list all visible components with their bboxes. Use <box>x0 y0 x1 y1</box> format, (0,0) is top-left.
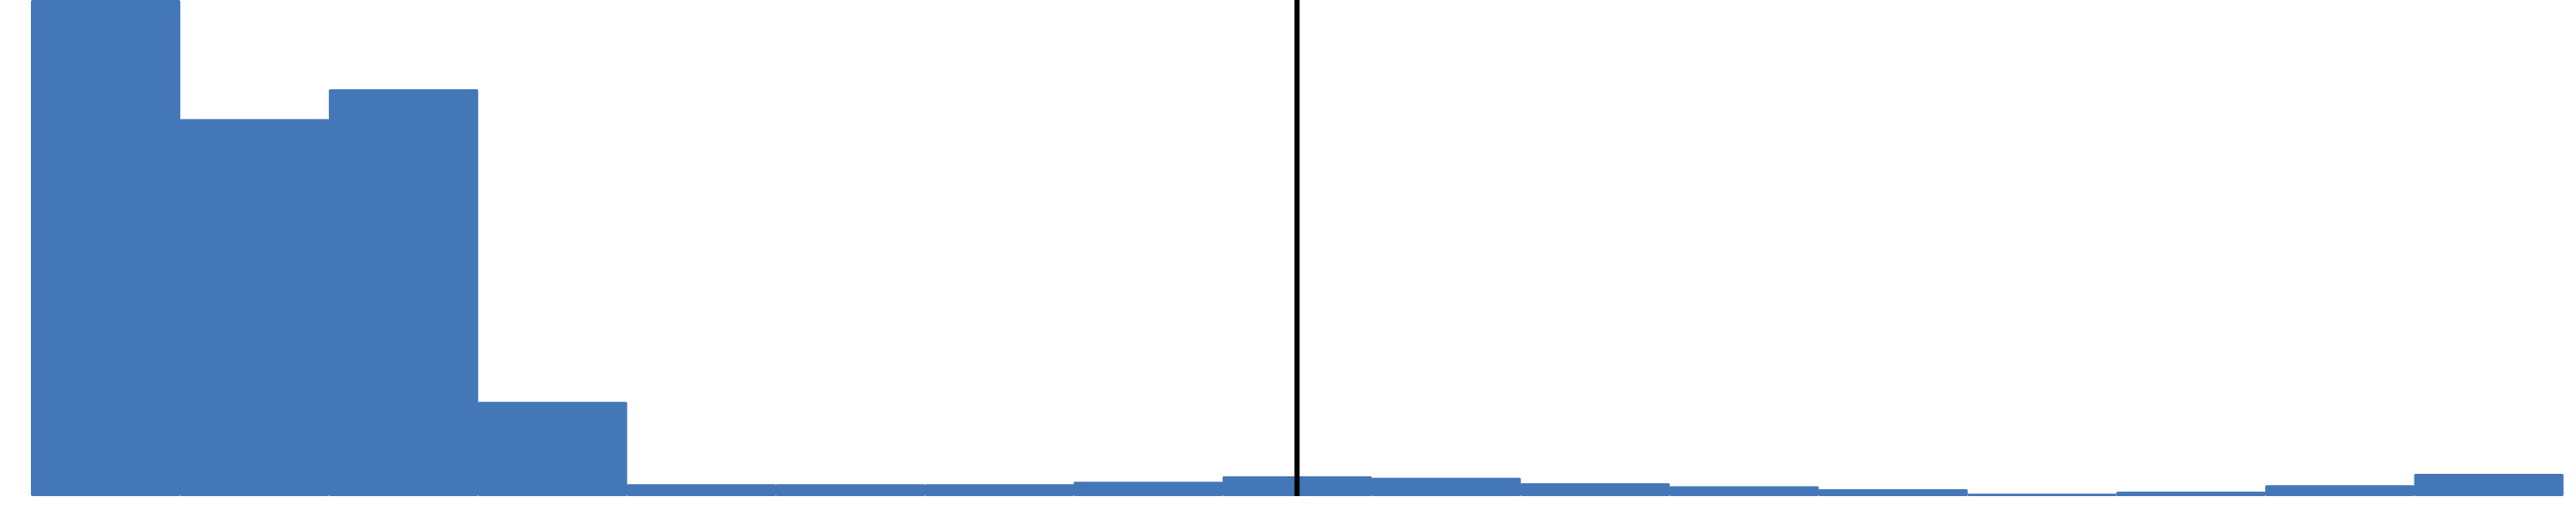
histogram-bar <box>626 484 776 496</box>
histogram-bar <box>2116 491 2266 496</box>
histogram-bar <box>179 118 330 496</box>
histogram-bar <box>1669 486 1820 496</box>
histogram-bar <box>328 89 478 496</box>
histogram-bar <box>1073 482 1224 496</box>
histogram-bar <box>1520 482 1670 496</box>
histogram-bar <box>477 402 628 496</box>
histogram-bar <box>2265 485 2415 496</box>
histogram-bar <box>775 484 926 496</box>
histogram-bar <box>1967 494 2117 496</box>
histogram-bar <box>1818 488 1968 496</box>
histogram-bar <box>31 0 180 496</box>
histogram-bar <box>1371 477 1522 496</box>
histogram-bar <box>924 484 1074 496</box>
histogram-bars <box>31 0 2564 496</box>
histogram-bar <box>2414 473 2564 496</box>
